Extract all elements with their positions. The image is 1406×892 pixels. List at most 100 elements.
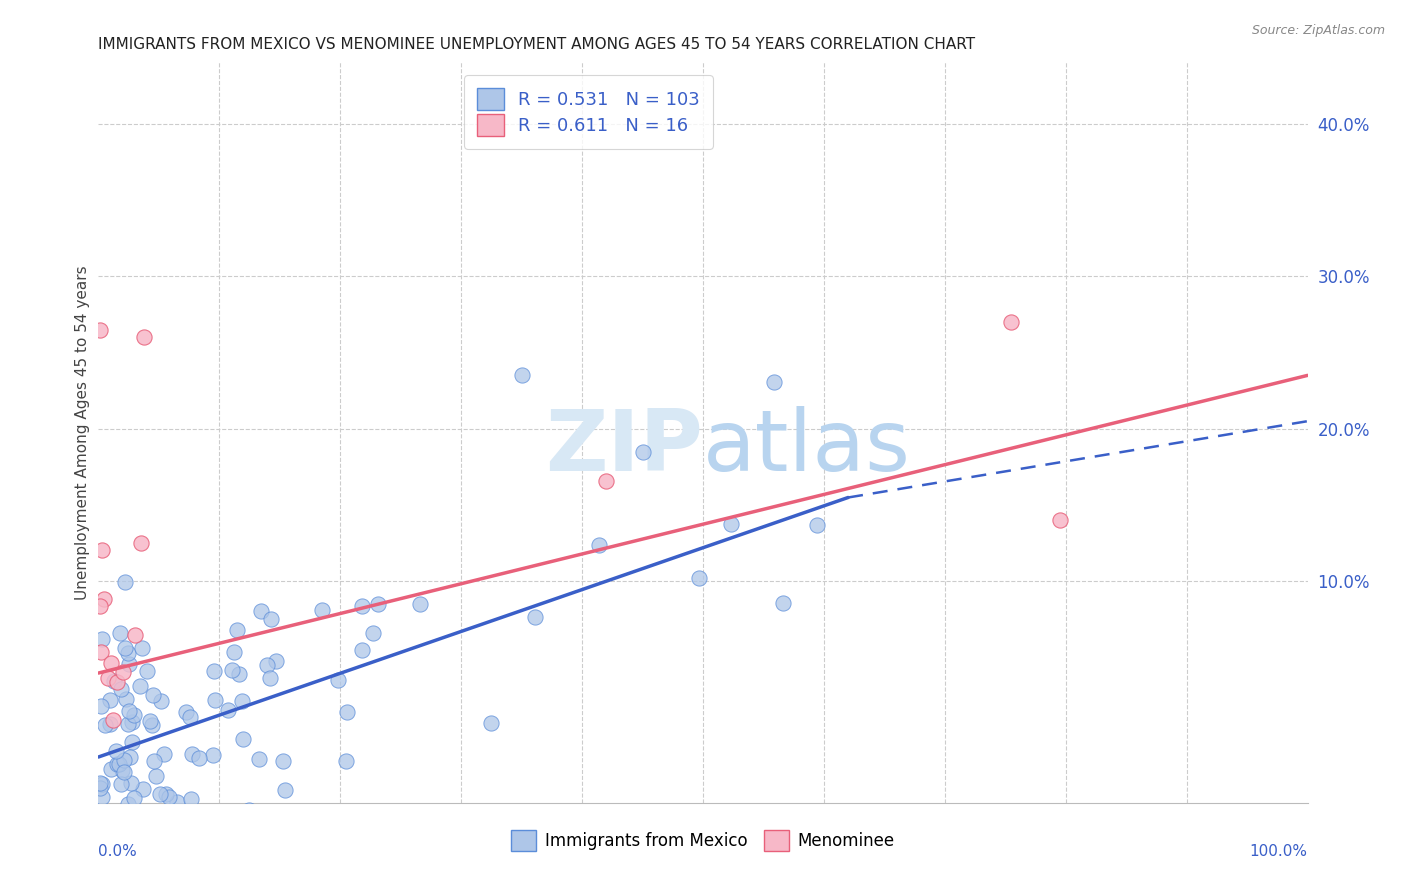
- Point: [631, 444, 654, 458]
- Point: [105, 743, 128, 757]
- Point: [129, 536, 152, 550]
- Point: [145, 769, 167, 783]
- Point: [117, 716, 139, 731]
- Point: [149, 788, 172, 802]
- Point: [125, 820, 148, 834]
- Point: [125, 883, 148, 892]
- Point: [155, 787, 177, 801]
- Point: [221, 663, 243, 677]
- Text: atlas: atlas: [703, 406, 911, 489]
- Point: [90, 645, 112, 659]
- Point: [148, 822, 170, 836]
- Point: [120, 776, 142, 790]
- Point: [340, 805, 363, 820]
- Point: [131, 640, 153, 655]
- Point: [114, 575, 136, 590]
- Y-axis label: Unemployment Among Ages 45 to 54 years: Unemployment Among Ages 45 to 54 years: [75, 265, 90, 600]
- Point: [117, 647, 139, 661]
- Point: [772, 596, 794, 610]
- Text: 100.0%: 100.0%: [1250, 844, 1308, 858]
- Text: ZIP: ZIP: [546, 406, 703, 489]
- Point: [328, 673, 350, 687]
- Point: [201, 747, 224, 762]
- Point: [97, 823, 120, 838]
- Point: [91, 789, 114, 804]
- Point: [1000, 315, 1022, 329]
- Point: [180, 791, 202, 805]
- Point: [90, 698, 112, 713]
- Point: [363, 626, 385, 640]
- Point: [260, 612, 283, 626]
- Point: [181, 747, 204, 762]
- Point: [98, 693, 121, 707]
- Point: [112, 753, 135, 767]
- Point: [103, 674, 125, 689]
- Text: 0.0%: 0.0%: [98, 844, 138, 858]
- Point: [311, 603, 333, 617]
- Point: [118, 657, 141, 671]
- Point: [367, 597, 389, 611]
- Point: [105, 756, 128, 771]
- Point: [249, 604, 271, 618]
- Point: [124, 816, 146, 830]
- Point: [166, 795, 188, 809]
- Point: [143, 754, 166, 768]
- Point: [274, 783, 297, 797]
- Point: [256, 657, 278, 672]
- Point: [91, 632, 114, 646]
- Point: [1049, 513, 1071, 527]
- Text: IMMIGRANTS FROM MEXICO VS MENOMINEE UNEMPLOYMENT AMONG AGES 45 TO 54 YEARS CORRE: IMMIGRANTS FROM MEXICO VS MENOMINEE UNEM…: [98, 37, 976, 52]
- Point: [100, 762, 122, 776]
- Point: [89, 322, 111, 336]
- Point: [103, 850, 125, 864]
- Point: [152, 747, 174, 761]
- Point: [111, 665, 134, 679]
- Point: [136, 664, 159, 678]
- Point: [97, 672, 120, 686]
- Point: [157, 790, 180, 805]
- Point: [101, 714, 124, 728]
- Point: [247, 752, 270, 766]
- Point: [176, 705, 198, 719]
- Point: [204, 693, 226, 707]
- Point: [91, 825, 114, 839]
- Point: [105, 675, 128, 690]
- Point: [266, 654, 288, 668]
- Point: [510, 368, 533, 383]
- Point: [238, 803, 260, 817]
- Point: [142, 689, 165, 703]
- Point: [91, 542, 114, 557]
- Point: [110, 764, 132, 778]
- Point: [112, 765, 135, 780]
- Text: Source: ZipAtlas.com: Source: ZipAtlas.com: [1251, 24, 1385, 37]
- Point: [118, 750, 141, 764]
- Point: [228, 667, 250, 681]
- Point: [806, 518, 828, 533]
- Point: [128, 679, 150, 693]
- Point: [139, 714, 162, 728]
- Point: [479, 715, 502, 730]
- Point: [179, 710, 201, 724]
- Point: [117, 797, 139, 811]
- Point: [100, 819, 122, 833]
- Point: [104, 819, 127, 833]
- Point: [720, 516, 742, 531]
- Point: [232, 732, 254, 747]
- Point: [118, 704, 141, 718]
- Point: [336, 705, 359, 719]
- Point: [231, 694, 253, 708]
- Point: [149, 694, 172, 708]
- Point: [688, 571, 710, 585]
- Point: [110, 777, 132, 791]
- Point: [409, 598, 432, 612]
- Point: [89, 781, 111, 796]
- Point: [217, 703, 239, 717]
- Point: [187, 751, 209, 765]
- Point: [89, 776, 111, 790]
- Point: [110, 625, 132, 640]
- Point: [115, 691, 138, 706]
- Point: [762, 375, 785, 389]
- Point: [259, 672, 281, 686]
- Point: [204, 664, 226, 678]
- Point: [89, 599, 111, 613]
